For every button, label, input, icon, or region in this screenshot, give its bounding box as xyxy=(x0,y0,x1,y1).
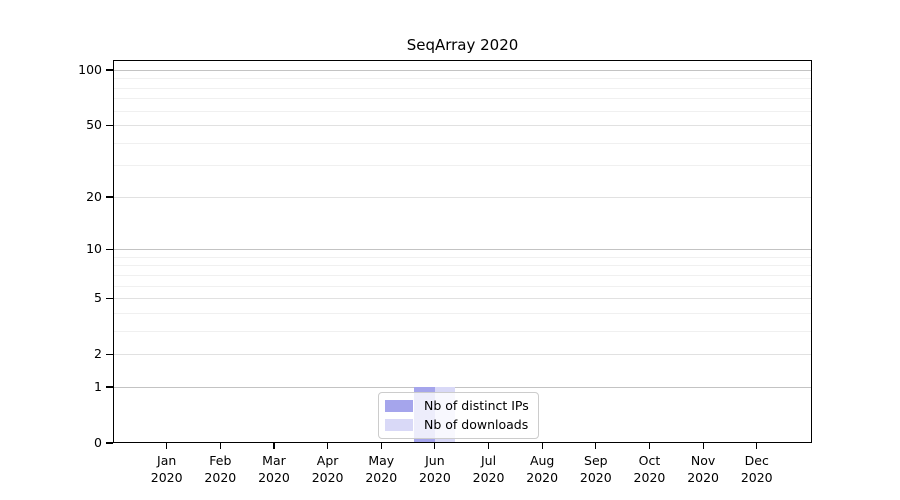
y-tick xyxy=(106,442,113,444)
legend-entry: Nb of downloads xyxy=(385,418,529,432)
y-tick xyxy=(106,124,113,126)
y-tick-label: 10 xyxy=(86,241,102,257)
minor-gridline xyxy=(114,274,811,276)
minor-gridline xyxy=(114,87,811,89)
month-label: Aug xyxy=(529,453,555,468)
year-label: 2020 xyxy=(687,470,719,485)
minor-gridline xyxy=(114,142,811,144)
x-tick xyxy=(541,443,543,449)
y-tick-label: 5 xyxy=(94,290,102,306)
x-tick xyxy=(380,443,382,449)
x-tick-label: Oct 2020 xyxy=(617,452,681,486)
major-gridline xyxy=(114,125,811,127)
y-tick xyxy=(106,248,113,250)
x-tick-label: Sep 2020 xyxy=(564,452,628,486)
legend: Nb of distinct IPs Nb of downloads xyxy=(378,392,539,439)
legend-swatch xyxy=(385,419,413,431)
minor-gridline xyxy=(114,312,811,314)
year-label: 2020 xyxy=(740,470,773,485)
minor-gridline xyxy=(114,285,811,287)
month-label: Dec xyxy=(744,453,769,468)
x-tick xyxy=(702,443,704,449)
year-label: 2020 xyxy=(150,470,183,485)
month-label: Mar xyxy=(262,453,286,468)
major-gridline xyxy=(114,298,811,300)
y-tick-label: 20 xyxy=(86,188,102,204)
x-tick-label: Aug 2020 xyxy=(510,452,574,486)
y-tick xyxy=(106,196,113,198)
x-tick xyxy=(273,443,275,449)
month-label: Oct xyxy=(638,453,661,468)
x-tick xyxy=(327,443,329,449)
month-label: Jan xyxy=(157,453,177,468)
y-tick-label: 100 xyxy=(78,62,102,77)
y-tick xyxy=(106,353,113,355)
x-tick xyxy=(648,443,651,449)
major-gridline xyxy=(114,354,811,356)
x-tick-label: Nov 2020 xyxy=(671,452,735,486)
chart-title: SeqArray 2020 xyxy=(406,36,519,54)
y-tick xyxy=(106,69,113,71)
x-tick-label: Feb 2020 xyxy=(188,452,252,486)
month-label: Feb xyxy=(209,453,232,468)
year-label: 2020 xyxy=(204,470,237,485)
legend-label: Nb of distinct IPs xyxy=(424,398,529,413)
major-gridline xyxy=(114,249,811,251)
x-tick-label: Mar 2020 xyxy=(242,452,306,486)
y-tick xyxy=(106,386,113,388)
y-tick-label: 0 xyxy=(94,435,102,450)
minor-gridline xyxy=(114,256,811,258)
year-label: 2020 xyxy=(418,470,451,485)
month-label: May xyxy=(368,453,395,468)
year-label: 2020 xyxy=(472,470,505,485)
x-tick-label: Jul 2020 xyxy=(457,452,521,486)
minor-gridline xyxy=(114,78,811,80)
minor-gridline xyxy=(114,330,811,332)
plot-area xyxy=(113,60,812,443)
minor-gridline xyxy=(114,265,811,267)
x-tick-label: May 2020 xyxy=(349,452,413,486)
y-tick xyxy=(106,297,113,299)
month-label: Sep xyxy=(584,453,608,468)
x-tick xyxy=(756,443,758,449)
legend-entry: Nb of distinct IPs xyxy=(385,399,529,413)
major-gridline xyxy=(114,70,811,71)
x-tick xyxy=(166,443,168,449)
year-label: 2020 xyxy=(633,470,666,485)
x-tick xyxy=(487,443,490,449)
x-tick-label: Jun 2020 xyxy=(403,452,467,486)
minor-gridline xyxy=(114,165,811,167)
year-label: 2020 xyxy=(311,470,344,485)
y-tick-label: 2 xyxy=(94,346,102,362)
x-tick-label: Apr 2020 xyxy=(296,452,360,486)
major-gridline xyxy=(114,196,811,198)
month-label: Apr xyxy=(316,453,339,468)
year-label: 2020 xyxy=(258,470,290,485)
year-label: 2020 xyxy=(526,470,559,485)
y-tick-label: 1 xyxy=(94,378,102,394)
year-label: 2020 xyxy=(365,470,398,485)
minor-gridline xyxy=(114,98,811,100)
major-gridline xyxy=(114,386,811,388)
legend-label: Nb of downloads xyxy=(424,417,529,432)
x-tick xyxy=(434,443,436,449)
x-tick xyxy=(595,443,597,449)
year-label: 2020 xyxy=(579,470,612,485)
x-tick xyxy=(219,443,221,449)
x-tick-label: Jan 2020 xyxy=(135,452,199,486)
legend-swatch xyxy=(385,400,413,412)
minor-gridline xyxy=(114,110,811,112)
month-label: Jul xyxy=(480,453,497,468)
month-label: Jun xyxy=(425,453,445,468)
y-tick-label: 50 xyxy=(86,117,102,133)
x-tick-label: Dec 2020 xyxy=(725,452,789,486)
month-label: Nov xyxy=(690,453,716,468)
